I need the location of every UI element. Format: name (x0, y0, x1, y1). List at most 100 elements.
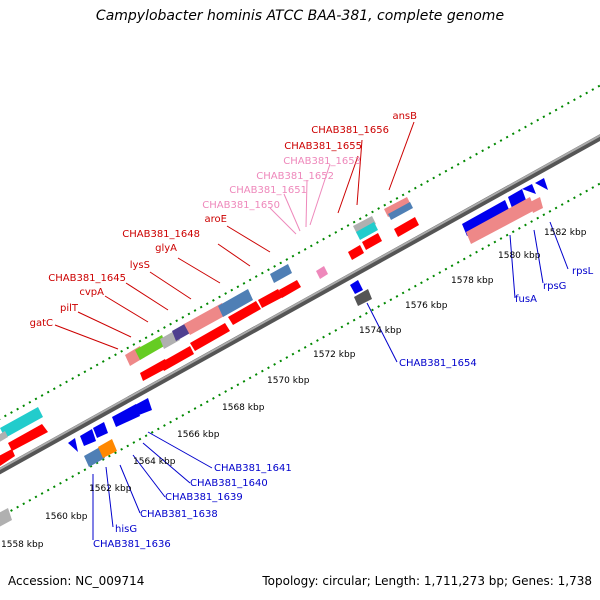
gene-arrow (93, 422, 108, 438)
gene-bar (353, 216, 376, 234)
gene-bar (0, 431, 8, 442)
callout-line (147, 431, 213, 469)
gene-arrow (68, 438, 78, 452)
gene-bar (218, 289, 253, 317)
upper-callout-lines-light (269, 163, 331, 235)
callout-line (366, 302, 398, 363)
gene-bar (135, 335, 166, 360)
scale-label: 1580 kbp (498, 251, 541, 261)
callout-line (283, 193, 301, 232)
gene-bar (530, 197, 543, 213)
callout-line (177, 257, 221, 284)
scale-label: 1560 kbp (45, 512, 88, 522)
callout-line (388, 121, 415, 191)
gene-arrow (112, 404, 140, 427)
gene-label: CHAB381_1638 (140, 509, 218, 520)
gene-label: ansB (392, 111, 417, 122)
gene-arrow (394, 217, 419, 237)
gene-bar (98, 439, 117, 458)
scale-label: 1570 kbp (267, 376, 310, 386)
gene-label: CHAB381_1652 (256, 171, 334, 182)
lower-gene-labels: CHAB381_1641 CHAB381_1640 CHAB381_1639 CHAB… (93, 266, 594, 550)
gene-label: CHAB381_1640 (190, 478, 268, 489)
genome-backbone-highlight (0, 134, 600, 471)
gene-bar (354, 289, 372, 306)
scale-label: 1568 kbp (222, 403, 265, 413)
callout-line (305, 179, 308, 228)
gene-bar (356, 222, 378, 240)
gene-label: CHAB381_1650 (202, 200, 280, 211)
callout-line (549, 221, 569, 270)
callout-line (149, 271, 192, 300)
callout-line (105, 466, 114, 528)
gene-arrow (348, 245, 364, 260)
scale-label: 1582 kbp (544, 228, 587, 238)
callout-line (132, 454, 166, 498)
scale-label: 1558 kbp (1, 540, 44, 550)
lower-callout-lines (92, 221, 569, 540)
callout-line (533, 229, 544, 284)
gene-arrow (462, 200, 510, 236)
gene-label: CHAB381_1645 (48, 273, 126, 284)
gene-label: glyA (155, 243, 177, 254)
upper-callout-lines (54, 121, 415, 350)
gene-label: CHAB381_1656 (311, 125, 389, 136)
gene-label: lysS (130, 260, 150, 271)
callout-line (77, 311, 132, 338)
gene-label: cvpA (79, 287, 104, 298)
gene-label: rpsL (572, 266, 594, 277)
gene-label: fusA (515, 294, 537, 305)
scale-label: 1576 kbp (405, 301, 448, 311)
callout-line (125, 282, 169, 311)
scale-label: 1578 kbp (451, 276, 494, 286)
gene-label: aroE (205, 214, 227, 225)
gene-bar (0, 508, 12, 527)
callout-line (217, 243, 251, 267)
gene-arrow (535, 178, 548, 190)
gene-bar (184, 303, 228, 335)
forward-genes-colored (0, 197, 413, 442)
genome-stats-label: Topology: circular; Length: 1,711,273 bp… (262, 574, 592, 588)
gene-arrow (135, 398, 152, 415)
gene-bar (84, 447, 105, 467)
scale-label: 1574 kbp (359, 326, 402, 336)
callout-line (309, 163, 331, 226)
upper-tick-row (0, 84, 600, 421)
gene-arrow (350, 280, 363, 294)
gene-label: CHAB381_1654 (399, 358, 477, 369)
callout-line (509, 234, 516, 299)
reverse-genes-colored (0, 197, 543, 527)
gene-label: CHAB381_1648 (122, 229, 200, 240)
gene-arrow (190, 323, 230, 351)
gene-bar (466, 197, 535, 244)
map-title: Campylobacter hominis ATCC BAA-381, comp… (95, 8, 505, 24)
forward-genes (0, 217, 419, 466)
gene-arrow (279, 280, 301, 298)
gene-label: CHAB381_1653 (283, 156, 361, 167)
callout-line (119, 464, 141, 514)
gene-arrow (0, 449, 15, 466)
callout-line (337, 155, 359, 214)
gene-arrow (228, 301, 261, 325)
callout-line (269, 207, 297, 235)
gene-arrow (508, 189, 526, 208)
scale-labels: 1558 kbp 1560 kbp 1562 kbp 1564 kbp 1566 kbp… (1, 228, 587, 550)
gene-label: CHAB381_1636 (93, 539, 171, 550)
gene-arrow (160, 346, 194, 371)
callout-line (104, 295, 149, 323)
scale-label: 1564 kbp (133, 457, 176, 467)
gene-arrow (80, 429, 96, 446)
gene-arrow (522, 184, 536, 194)
gene-label: hisG (115, 524, 137, 535)
accession-label: Accession: NC_009714 (8, 574, 145, 588)
genome-backbone (0, 134, 600, 475)
gene-bar (0, 407, 43, 438)
callout-line (54, 324, 119, 350)
gene-arrow (8, 424, 48, 451)
gene-label: CHAB381_1641 (214, 463, 292, 474)
lower-tick-row (0, 182, 600, 519)
gene-label: gatC (30, 318, 53, 329)
